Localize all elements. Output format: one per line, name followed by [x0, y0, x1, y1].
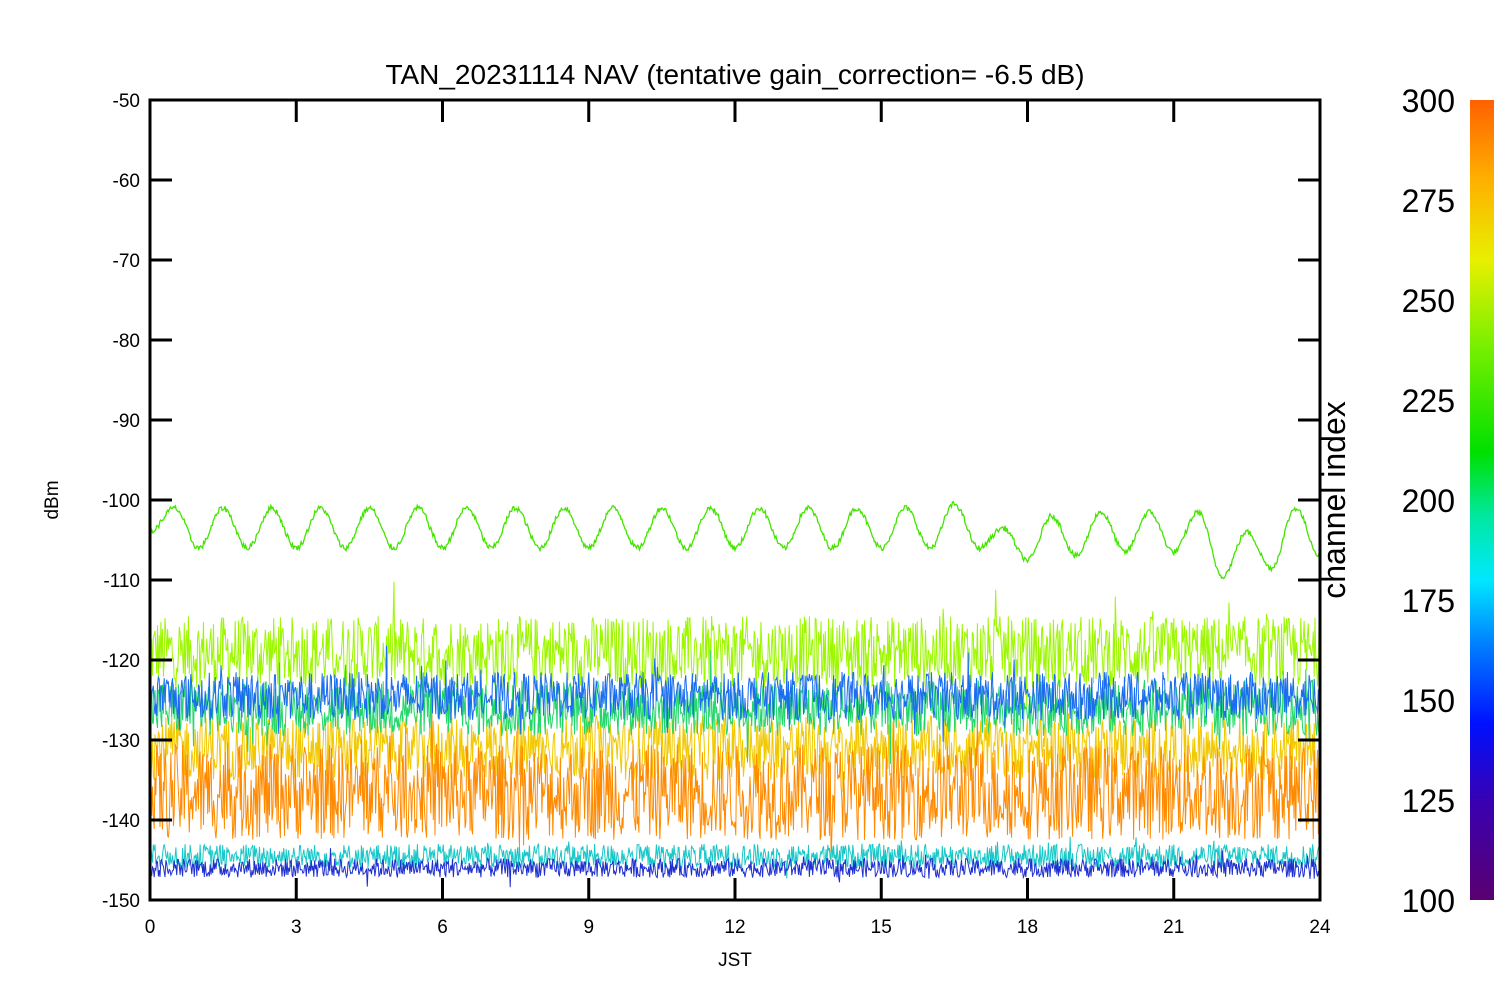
colorbar-tick-label: 150: [1402, 683, 1455, 719]
y-tick-label: -150: [102, 891, 140, 912]
x-tick-label: 0: [145, 917, 156, 938]
x-tick-label: 24: [1309, 917, 1331, 938]
x-tick-label: 15: [871, 917, 892, 938]
series-band-3: [150, 650, 1320, 764]
series-band-5: [150, 836, 1320, 879]
y-tick-label: -110: [103, 571, 140, 592]
colorbar-ticks: 300 275 250 225 200 175 150 125 100: [1402, 83, 1455, 919]
x-tick-label: 9: [583, 917, 594, 938]
series-band-4: [150, 645, 1320, 742]
y-tick-label: -60: [113, 171, 140, 192]
series-layer: [150, 500, 1320, 888]
colorbar-tick-label: 125: [1402, 783, 1455, 819]
series-band-1: [150, 704, 1320, 862]
y-axis-label: dBm: [42, 480, 63, 519]
ticks-layer: 0 3 6 9 12 15 18 21 24 -50 -60 -70 -80 -90 -100 -110 -12…: [102, 91, 1331, 938]
x-tick-label: 3: [291, 917, 302, 938]
y-tick-label: -90: [113, 411, 140, 432]
series-band-2: [150, 688, 1320, 792]
colorbar-tick-label: 300: [1402, 83, 1455, 119]
colorbar-tick-label: 225: [1402, 383, 1455, 419]
x-axis-label: JST: [718, 950, 752, 971]
x-tick-label: 21: [1163, 917, 1184, 938]
series-signal: [150, 500, 1320, 580]
colorbar-tick-label: 200: [1402, 483, 1455, 519]
y-tick-label: -50: [113, 91, 140, 112]
x-tick-label: 6: [437, 917, 448, 938]
colorbar-label: channel index: [1316, 401, 1352, 598]
colorbar: [1470, 100, 1494, 900]
colorbar-tick-label: 250: [1402, 283, 1455, 319]
series-band-6: [150, 848, 1320, 888]
x-tick-label: 18: [1017, 917, 1038, 938]
y-tick-label: -80: [113, 331, 140, 352]
y-tick-label: -140: [102, 811, 140, 832]
colorbar-tick-label: 175: [1402, 583, 1455, 619]
y-tick-label: -70: [113, 251, 140, 272]
x-tick-label: 12: [724, 917, 745, 938]
y-tick-label: -130: [102, 731, 140, 752]
y-tick-label: -100: [102, 491, 140, 512]
y-tick-label: -120: [102, 651, 140, 672]
colorbar-tick-label: 100: [1402, 883, 1455, 919]
colorbar-tick-label: 275: [1402, 183, 1455, 219]
chart-title: TAN_20231114 NAV (tentative gain_correct…: [385, 59, 1084, 90]
